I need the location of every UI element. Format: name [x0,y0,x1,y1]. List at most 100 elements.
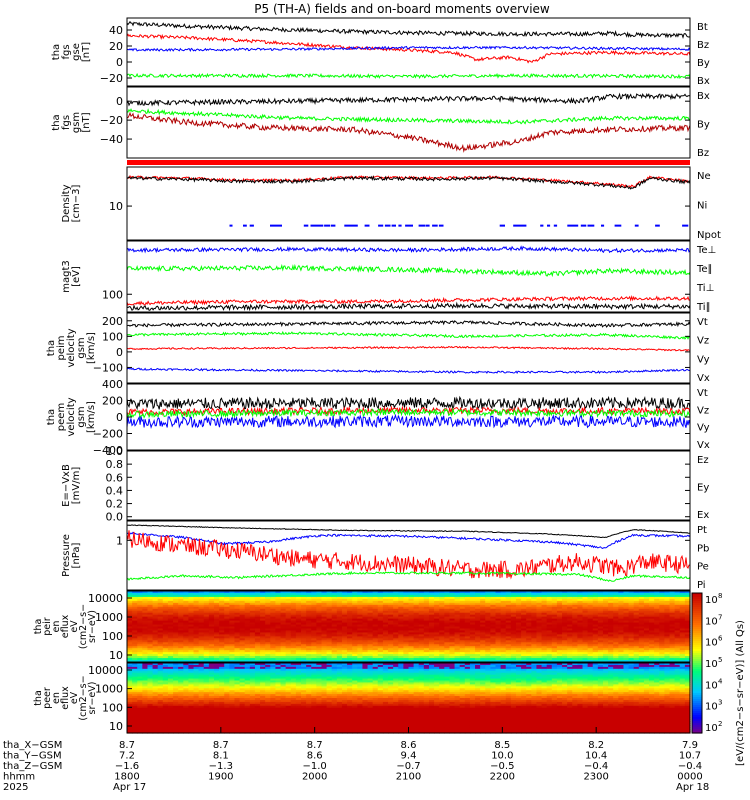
spectrogram-cell [500,620,507,624]
spectrogram-cell [643,660,650,663]
spectrogram-cell [541,654,548,657]
spectrogram-cell [623,616,630,620]
spectrogram-cell [403,598,410,602]
spectrogram-cell [536,594,543,598]
spectrogram-cell [157,602,164,606]
spectrogram-cell [239,624,246,628]
spectrogram-cell [388,646,394,649]
spectrogram-cell [423,628,430,632]
spectrogram-cell [239,674,246,678]
spectrogram-cell [137,628,143,632]
spectrogram-cell [198,656,205,659]
spectrogram-cell [521,632,527,635]
spectrogram-cell [674,591,681,594]
spectrogram-cell [208,690,215,693]
spectrogram-cell [239,719,246,722]
spectrogram-cell [137,731,143,734]
spectrogram-cell [224,614,230,618]
spectrogram-cell [229,701,236,705]
spectrogram-cell [536,648,543,651]
spectrogram-cell [214,672,220,676]
spectrogram-cell [188,654,195,657]
spectrogram-cell [439,604,445,608]
spectrogram-cell [449,614,456,618]
spectrogram-cell [592,624,599,628]
spectrogram-cell [674,598,681,602]
spectrogram-cell [193,703,200,707]
spectrogram-cell [162,663,169,666]
spectrogram-cell [198,600,205,604]
spectrogram-cell [167,719,174,722]
spectrogram-cell [301,620,307,624]
spectrogram-cell [173,606,179,610]
spectrogram-cell [331,594,338,598]
spectrogram-cell [444,654,451,657]
spectrogram-cell [551,596,558,600]
spectrogram-cell [469,646,476,649]
spectrogram-cell [229,650,236,653]
spectrogram-cell [285,612,292,616]
spectrogram-cell [572,616,578,620]
spectrogram-cell [183,658,190,661]
spectrogram-cell [490,638,497,641]
spectrogram-cell [459,591,466,594]
spectrogram-cell [183,701,190,705]
spectrogram-cell [183,591,190,594]
spectrogram-cell [613,598,619,602]
spectrogram-cell [249,598,256,602]
spectrogram-cell [167,600,174,604]
spectrogram-cell [515,648,522,651]
spectrogram-cell [208,696,215,699]
spectrogram-cell [244,624,251,628]
spectrogram-cell [393,626,399,630]
spectrogram-cell [173,646,179,649]
spectrogram-cell [393,592,399,596]
spectrogram-cell [224,721,230,724]
spectrogram-cell [536,652,543,655]
spectrogram-cell [198,622,205,626]
spectrogram-cell [280,614,287,618]
spectrogram-cell [244,650,251,653]
spectrogram-cell [162,686,169,689]
spectrogram-cell [183,719,190,722]
spectrogram-cell [214,610,220,614]
spectrogram-cell [311,622,317,626]
spectrogram-cell [382,646,389,649]
spectrogram-cell [203,692,210,695]
spectrogram-cell [551,610,558,614]
spectrogram-cell [167,596,174,600]
spectrogram-cell [244,670,251,674]
spectrogram-cell [674,650,681,653]
spectrogram-cell [649,604,655,608]
spectrogram-cell [234,594,241,598]
spectrogram-cell [541,608,548,612]
spectrogram-cell [388,640,394,643]
spectrogram-cell [469,638,476,641]
spectrogram-cell [423,654,430,657]
spectrogram-cell [152,672,159,676]
spectrogram-cell [229,711,236,715]
spectrogram-cell [362,602,369,606]
spectrogram-cell [270,602,277,606]
spectrogram-cell [152,694,159,697]
spectrogram-cell [234,598,241,602]
spectrogram-cell [403,636,410,639]
spectrogram-cell [224,690,230,693]
spectrogram-cell [167,602,174,606]
spectrogram-cell [367,626,374,630]
spectrogram-cell [669,592,676,596]
spectrogram-cell [592,638,599,641]
spectrogram-cell [541,606,548,610]
spectrogram-cell [173,622,179,626]
spectrogram-cell [208,614,215,618]
spectrogram-cell [347,616,353,620]
spectrogram-cell [244,591,251,594]
spectrogram-cell [224,618,230,622]
spectrogram-cell [173,707,179,711]
y-axis-label: magt3 [61,260,72,293]
spectrogram-cell [531,636,538,639]
spectrogram-cell [577,642,584,645]
spectrogram-cell [582,638,589,641]
spectrogram-cell [582,596,589,600]
spectrogram-cell [188,678,195,682]
